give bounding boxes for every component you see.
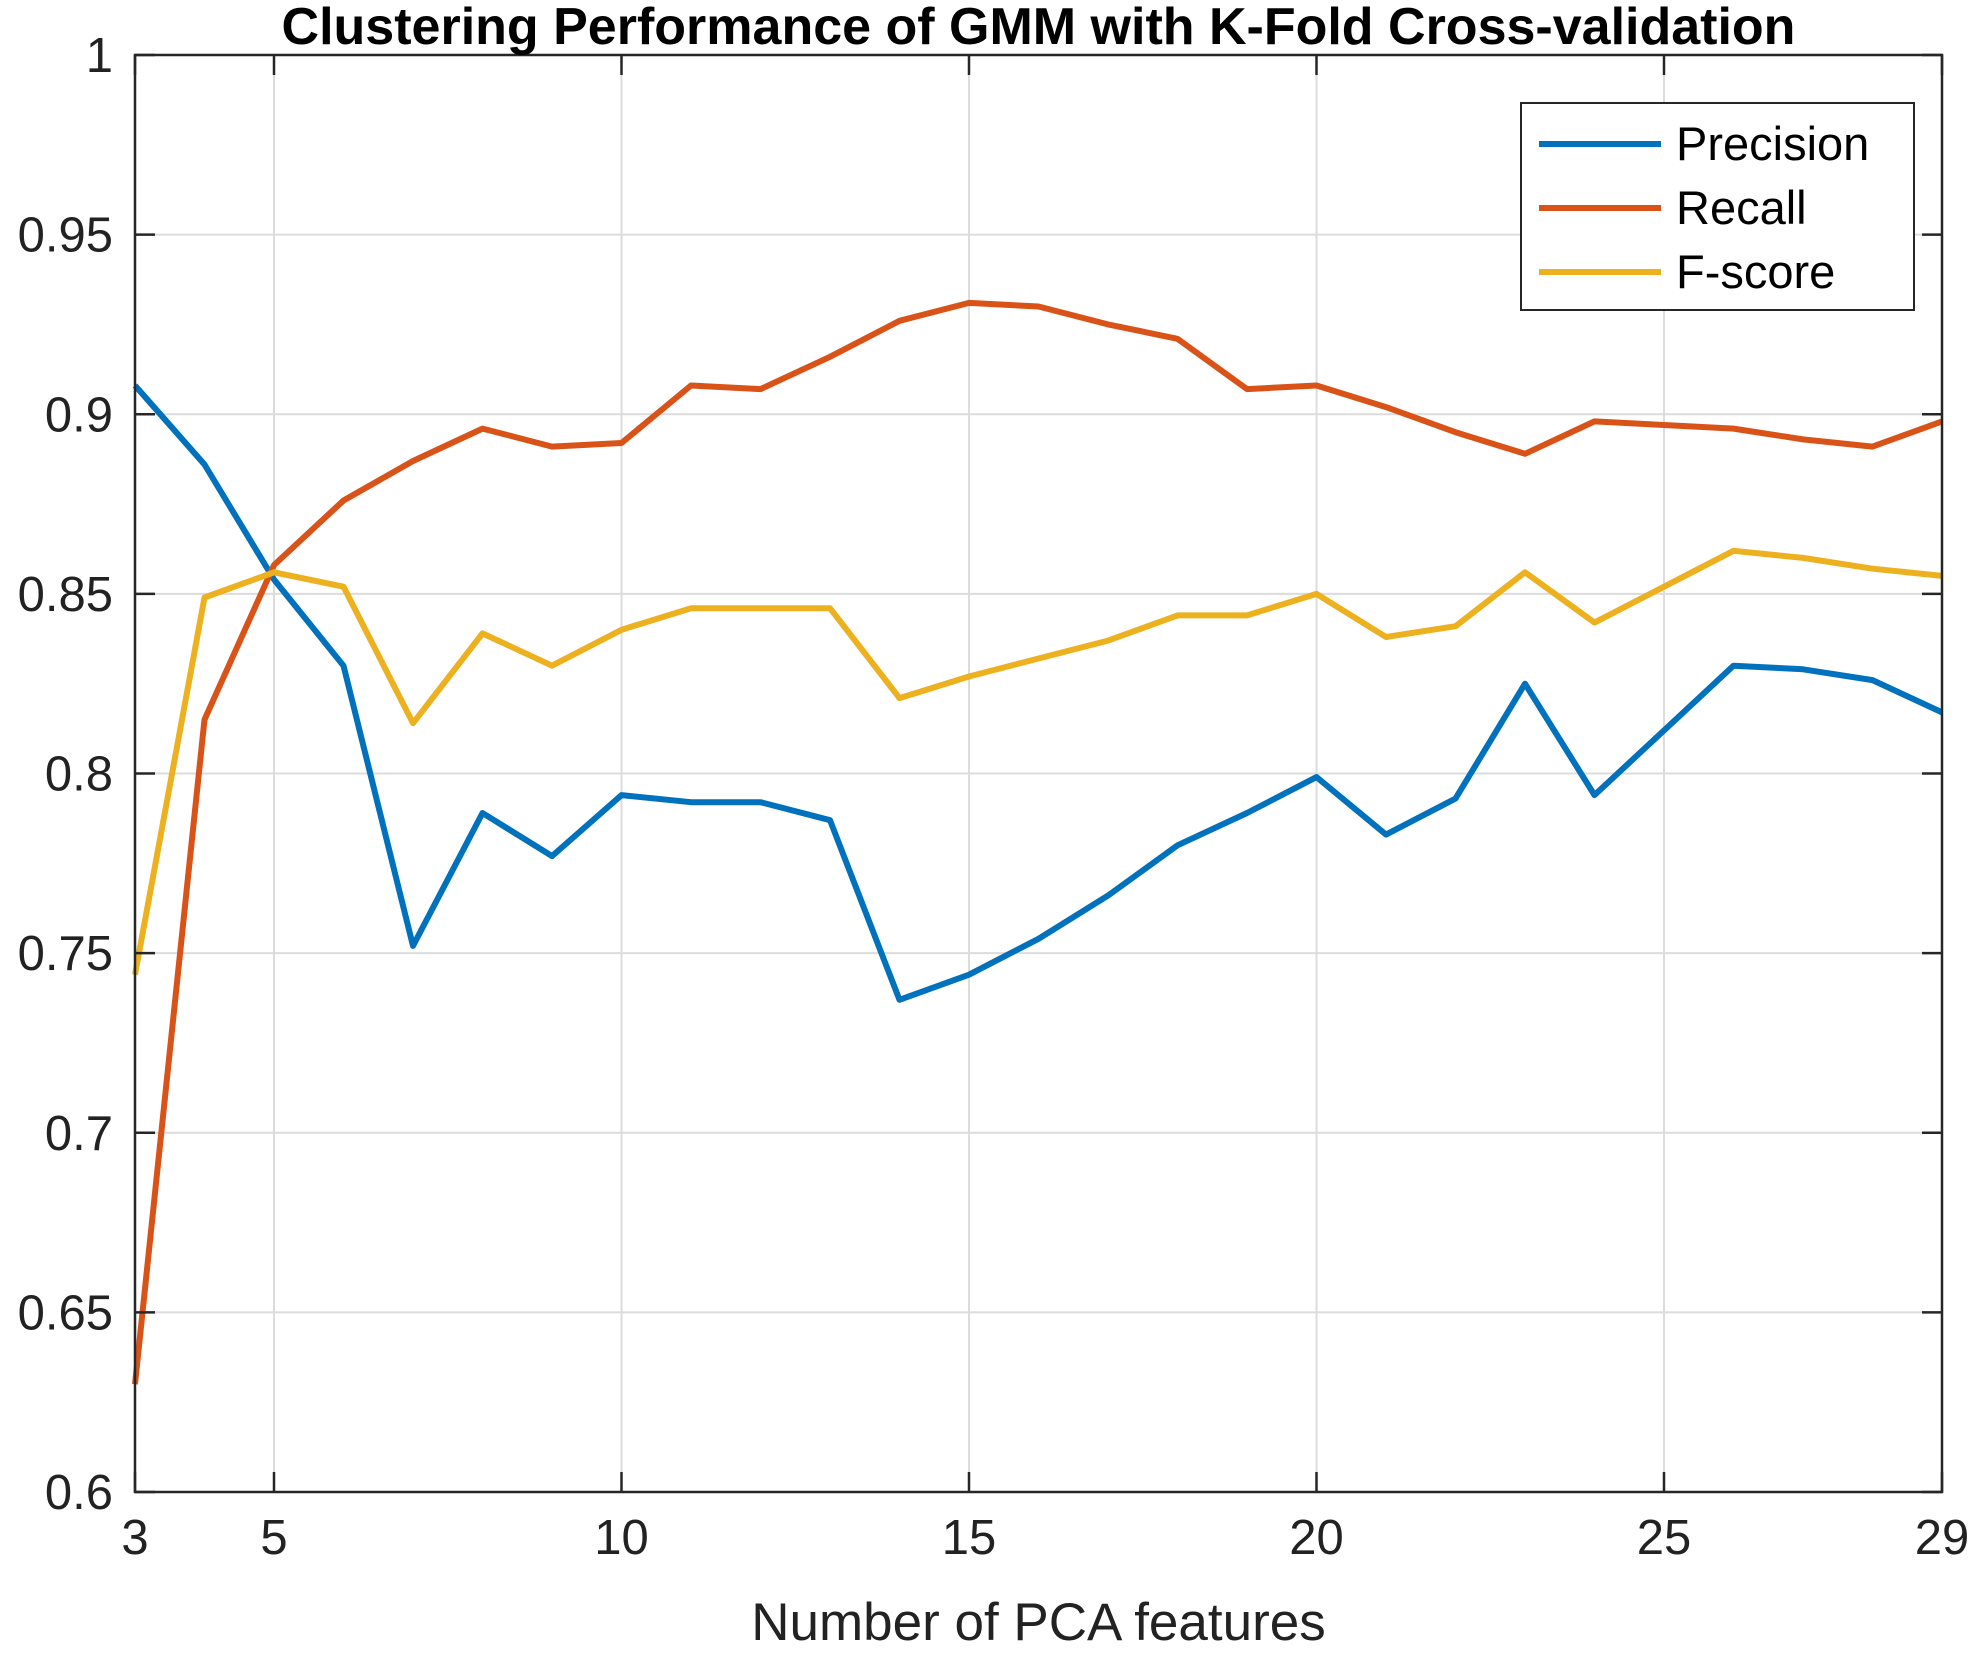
series-line-f-score (132, 547, 1943, 976)
legend-label-recall: Recall (1676, 181, 1807, 234)
legend-label-precision: Precision (1676, 117, 1869, 170)
y-tick-label: 0.6 (45, 1466, 113, 1520)
y-tick-label: 0.65 (18, 1286, 113, 1340)
x-axis-label: Number of PCA features (751, 1593, 1325, 1652)
y-tick-label: 0.85 (18, 568, 113, 622)
y-tick-label: 0.9 (45, 388, 113, 442)
legend: Precision Recall F-score (1520, 102, 1915, 311)
legend-items: Precision Recall F-score (1539, 117, 1869, 298)
x-tick-label: 29 (1915, 1511, 1970, 1565)
y-tick-label: 1 (86, 29, 113, 83)
legend-label-f-score: F-score (1676, 245, 1835, 298)
y-tick-label: 0.8 (45, 748, 113, 802)
x-tick-label: 20 (1289, 1511, 1344, 1565)
chart-title: Clustering Performance of GMM with K-Fol… (282, 0, 1796, 56)
y-tick-label: 0.95 (18, 209, 113, 263)
x-tick-label: 25 (1637, 1511, 1692, 1565)
x-tick-label: 3 (121, 1511, 148, 1565)
series-lines (132, 299, 1944, 1385)
series-line-precision (132, 383, 1944, 1003)
x-tick-label: 10 (594, 1511, 649, 1565)
x-tick-label: 15 (942, 1511, 997, 1565)
axis-ticks: 3 5 10 15 20 25 29 0.6 0.65 0.7 0.75 0.8 0.85 0.9 0.95… (18, 29, 1970, 1565)
y-tick-label: 0.75 (18, 927, 113, 981)
y-tick-label: 0.7 (45, 1107, 113, 1161)
series-line-recall (132, 299, 1944, 1385)
x-tick-label: 5 (260, 1511, 287, 1565)
